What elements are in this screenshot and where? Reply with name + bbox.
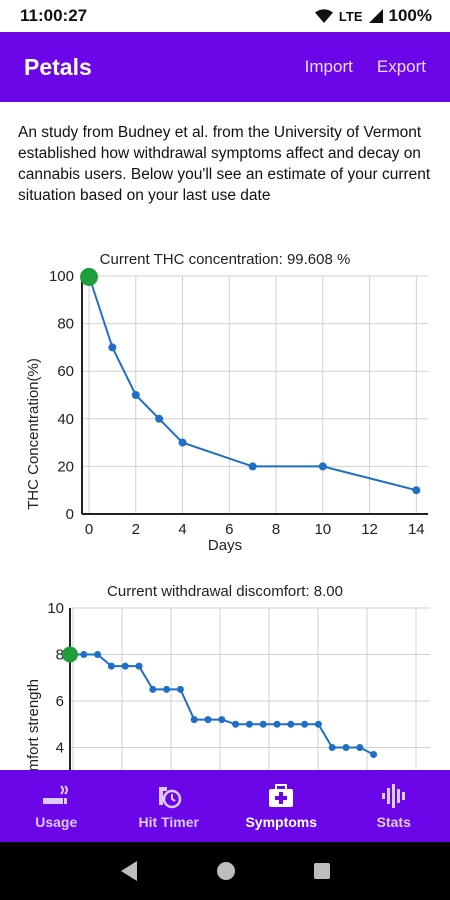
status-icons: LTE 100% xyxy=(314,6,432,26)
y-tick-label: 10 xyxy=(47,600,64,617)
discomfort-data-point xyxy=(135,662,143,670)
thc-chart: Current THC concentration: 99.608 % 0 2 4 6… xyxy=(25,251,428,554)
discomfort-data-point xyxy=(245,720,253,728)
status-bar: 11:00:27 LTE 100% xyxy=(0,0,450,32)
thc-current-point xyxy=(80,267,99,286)
discomfort-data-point xyxy=(163,685,171,693)
y-tick-label: 20 xyxy=(57,458,74,475)
app-title: Petals xyxy=(24,53,92,80)
thc-data-point xyxy=(155,414,164,423)
intro-text: An study from Budney et al. from the Uni… xyxy=(18,124,431,204)
discomfort-data-point xyxy=(301,720,309,728)
signal-icon xyxy=(368,9,383,23)
y-tick-label: 4 xyxy=(56,740,64,757)
smoking-icon xyxy=(41,782,71,810)
discomfort-data-point xyxy=(287,720,295,728)
x-tick-label: 6 xyxy=(225,521,233,538)
symptoms-content[interactable]: An study from Budney et al. from the Uni… xyxy=(0,102,450,770)
discomfort-data-point xyxy=(342,744,350,751)
medkit-icon xyxy=(268,782,294,810)
discomfort-current-point xyxy=(62,646,78,663)
discomfort-data-point xyxy=(94,651,102,658)
recents-icon[interactable] xyxy=(313,862,331,880)
x-tick-label: 0 xyxy=(85,521,93,538)
nav-symptoms-label: Symptoms xyxy=(245,814,318,830)
home-icon[interactable] xyxy=(216,861,236,881)
bottom-navigation: Usage Hit Timer Symptoms xyxy=(0,770,450,842)
y-tick-label: 80 xyxy=(57,316,74,333)
discomfort-data-point xyxy=(273,720,281,728)
discomfort-series-line xyxy=(70,653,375,756)
y-tick-label: 100 xyxy=(49,268,74,285)
network-label: LTE xyxy=(338,8,363,24)
discomfort-data-point xyxy=(218,716,226,724)
thc-data-point xyxy=(178,438,187,447)
nav-stats-label: Stats xyxy=(376,814,411,830)
y-tick-label: 8 xyxy=(56,647,64,664)
discomfort-data-point xyxy=(232,720,240,728)
thc-data-point xyxy=(318,462,327,471)
nav-usage-label: Usage xyxy=(35,814,78,830)
thc-data-point xyxy=(248,462,257,471)
thc-data-point xyxy=(108,343,117,352)
thc-series-line xyxy=(88,275,417,492)
discomfort-data-point xyxy=(259,720,267,728)
nav-stats[interactable]: Stats xyxy=(338,770,450,842)
discomfort-data-point xyxy=(149,685,157,693)
x-tick-label: 4 xyxy=(178,521,186,538)
discomfort-chart: Current withdrawal discomfort: 8.00 4 6 8 1… xyxy=(25,583,430,770)
y-tick-label: 6 xyxy=(56,693,64,710)
app-bar: Petals Import Export xyxy=(0,32,450,102)
nav-symptoms[interactable]: Symptoms xyxy=(225,770,338,842)
x-tick-label: 2 xyxy=(132,521,140,538)
y-tick-label: 60 xyxy=(57,363,74,380)
thc-data-point xyxy=(412,486,421,495)
discomfort-data-point xyxy=(121,662,129,670)
thc-chart-ylabel: THC Concentration(%) xyxy=(25,358,42,510)
timer-icon xyxy=(155,782,183,810)
battery-label: 100% xyxy=(388,6,432,25)
discomfort-data-point xyxy=(204,716,212,724)
x-tick-label: 12 xyxy=(361,521,378,538)
discomfort-chart-title: Current withdrawal discomfort: 8.00 xyxy=(107,583,343,600)
discomfort-data-point xyxy=(328,744,336,751)
import-button[interactable]: Import xyxy=(304,57,353,76)
wifi-icon xyxy=(314,9,333,23)
discomfort-data-point xyxy=(80,651,88,658)
system-nav-bar xyxy=(0,842,450,900)
thc-chart-title: Current THC concentration: 99.608 % xyxy=(100,251,351,268)
discomfort-data-point xyxy=(370,750,378,758)
thc-chart-xlabel: Days xyxy=(208,537,242,554)
status-time: 11:00:27 xyxy=(20,6,88,25)
discomfort-data-point xyxy=(314,720,322,728)
discomfort-data-point xyxy=(176,685,184,693)
x-tick-label: 10 xyxy=(314,521,331,538)
discomfort-data-point xyxy=(190,716,198,724)
waveform-icon xyxy=(380,782,408,810)
discomfort-data-point xyxy=(356,744,364,751)
x-tick-label: 14 xyxy=(408,521,425,538)
discomfort-chart-ylabel: Discomfort strength xyxy=(25,679,42,770)
y-tick-label: 40 xyxy=(57,411,74,428)
thc-data-point xyxy=(131,391,140,399)
x-tick-label: 8 xyxy=(272,521,280,538)
y-tick-label: 0 xyxy=(66,506,74,523)
export-button[interactable]: Export xyxy=(376,57,426,76)
nav-hit-timer[interactable]: Hit Timer xyxy=(113,770,226,842)
nav-hit-timer-label: Hit Timer xyxy=(138,814,199,830)
discomfort-data-point xyxy=(107,662,115,670)
nav-usage[interactable]: Usage xyxy=(0,770,113,842)
back-icon[interactable] xyxy=(119,860,139,882)
